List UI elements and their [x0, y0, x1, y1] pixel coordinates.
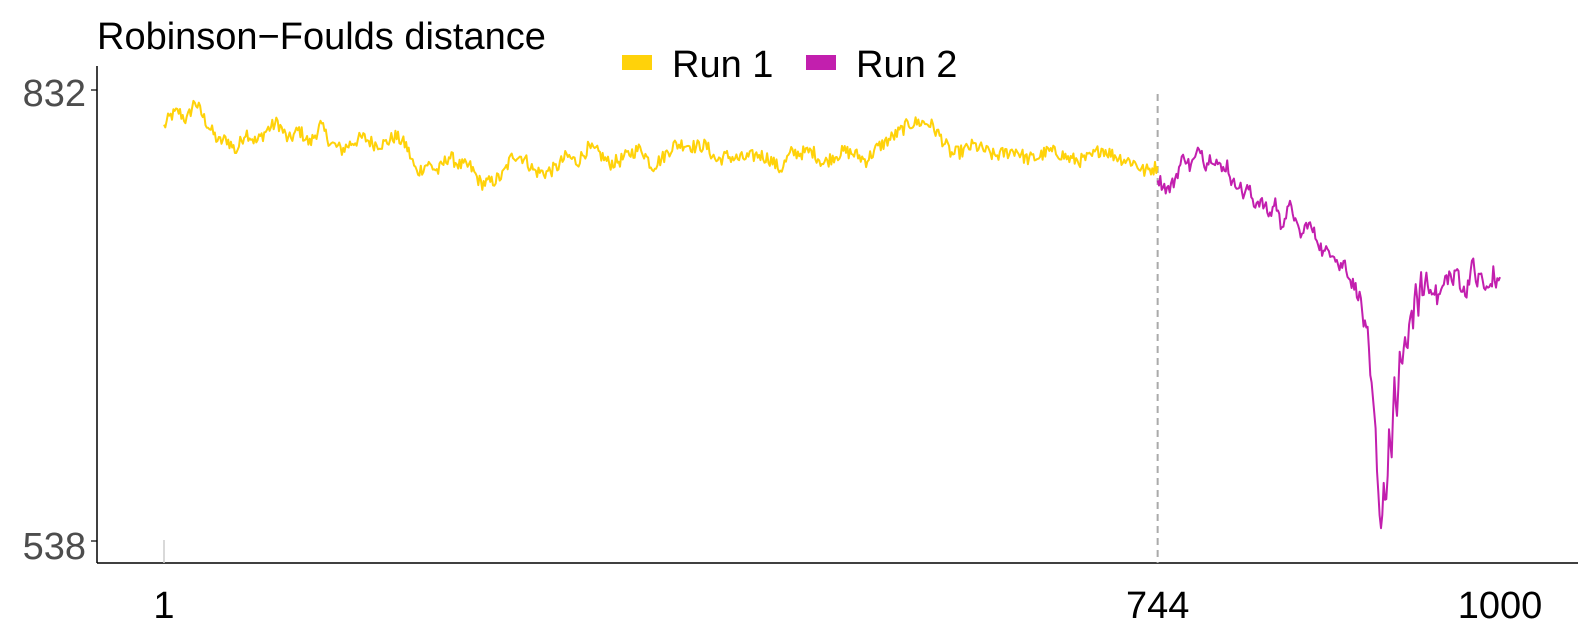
legend: Run 1 Run 2 — [622, 44, 957, 86]
legend-swatch-run-1 — [622, 55, 652, 70]
x-tick-label-split: 744 — [1126, 585, 1189, 627]
x-tick-label-end: 1000 — [1458, 585, 1543, 627]
x-tick-label-start: 1 — [153, 585, 174, 627]
y-axis: 832 538 — [23, 66, 98, 568]
series-line-run-2 — [1156, 146, 1501, 530]
chart-title: Robinson−Foulds distance — [97, 16, 546, 58]
y-tick-label-bottom: 538 — [23, 526, 86, 568]
legend-label-run-1: Run 1 — [672, 44, 773, 86]
x-axis: 1 744 1000 — [97, 540, 1578, 627]
legend-swatch-run-2 — [806, 55, 836, 70]
y-tick-label-top: 832 — [23, 73, 86, 115]
legend-label-run-2: Run 2 — [856, 44, 957, 86]
series-line-run-1 — [163, 99, 1159, 191]
